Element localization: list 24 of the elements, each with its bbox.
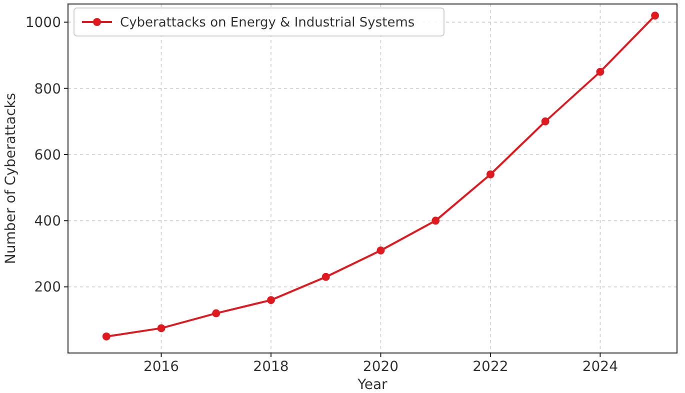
- x-tick-label: 2024: [582, 359, 618, 375]
- point: [267, 296, 275, 304]
- y-tick-label: 600: [34, 147, 61, 164]
- y-tick-label: 800: [34, 81, 61, 98]
- y-tick-label: 1000: [25, 15, 61, 32]
- point: [212, 309, 220, 318]
- point: [376, 246, 385, 254]
- point: [541, 117, 550, 126]
- x-tick-label: 2016: [143, 359, 180, 375]
- point: [596, 68, 604, 76]
- point: [157, 324, 166, 332]
- point: [322, 272, 330, 281]
- point: [486, 170, 494, 178]
- y-tick-label: 400: [34, 214, 61, 230]
- point: [102, 332, 110, 340]
- point: [432, 216, 440, 225]
- y-tick-label: 200: [34, 280, 61, 296]
- legend-label: Cyberattacks on Energy & Industrial Systems: [120, 16, 415, 31]
- point: [651, 12, 660, 20]
- x-tick-label: 2020: [362, 359, 399, 375]
- y-axis-title: Number of Cyberattacks: [3, 92, 19, 264]
- x-axis-title: Year: [356, 377, 388, 393]
- x-tick-label: 2018: [253, 359, 289, 375]
- x-tick-label: 2022: [472, 359, 508, 375]
